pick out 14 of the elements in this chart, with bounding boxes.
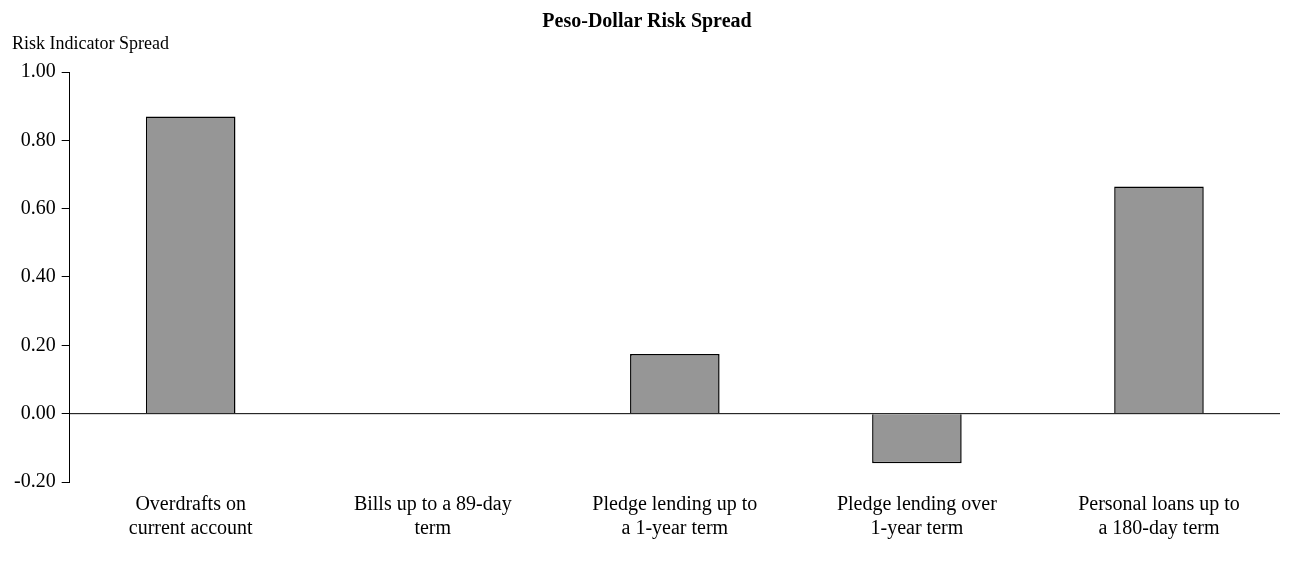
y-tick-label: 0.80 bbox=[20, 127, 56, 150]
y-tick-label: 0.00 bbox=[20, 400, 56, 423]
y-tick-label: 0.40 bbox=[20, 264, 56, 287]
y-axis-title: Risk Indicator Spread bbox=[12, 32, 170, 54]
y-tick-label: -0.20 bbox=[13, 469, 56, 492]
chart-title: Peso-Dollar Risk Spread bbox=[541, 8, 753, 32]
x-tick-label: Overdrafts on current account bbox=[128, 492, 254, 539]
y-tick-label: 1.00 bbox=[20, 59, 56, 82]
x-tick-label: Pledge lending up to a 1-year term bbox=[592, 492, 758, 540]
y-tick-label: 0.20 bbox=[20, 332, 56, 355]
x-tick-label: Personal loans up to a 180-day term bbox=[1078, 492, 1240, 540]
x-tick-label: Bills up to a 89-day term bbox=[353, 492, 512, 539]
x-tick-label: Pledge lending over 1-year term bbox=[836, 492, 998, 540]
y-tick-label: 0.60 bbox=[20, 195, 56, 218]
